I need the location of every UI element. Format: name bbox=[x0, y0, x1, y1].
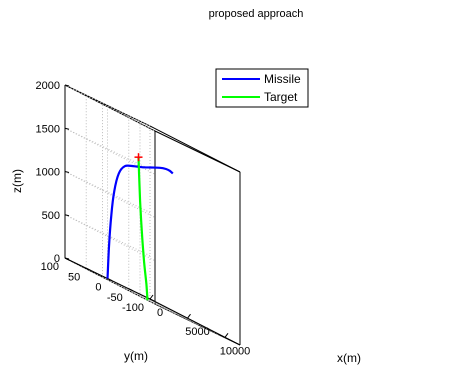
z-tick-mark bbox=[64, 214, 70, 217]
y-tick-label: 0 bbox=[95, 282, 101, 294]
x-tick-label: 5000 bbox=[185, 326, 209, 338]
z-axis-label: z(m) bbox=[10, 169, 24, 193]
z-tick-mark bbox=[64, 171, 70, 173]
legend-missile-label: Missile bbox=[264, 72, 301, 86]
z-tick-mark bbox=[64, 257, 70, 260]
grid-floor-y bbox=[86, 267, 177, 315]
target-trajectory bbox=[137, 157, 149, 301]
grid-backwall-z bbox=[64, 84, 156, 132]
y-tick-label: -100 bbox=[122, 302, 144, 314]
grid-floor-y bbox=[128, 288, 219, 336]
y-tick-mark bbox=[107, 278, 112, 281]
legend-box bbox=[215, 68, 309, 108]
x-axis-label: x(m) bbox=[337, 351, 361, 365]
grid-floor-y bbox=[107, 278, 198, 325]
y-tick-label: 50 bbox=[68, 271, 80, 283]
grid-backwall-z bbox=[64, 257, 156, 305]
grid-leftwall-z bbox=[64, 214, 151, 257]
x-tick-mark bbox=[187, 313, 191, 319]
y-tick-label: -50 bbox=[107, 292, 123, 304]
grid-leftwall-z bbox=[64, 127, 151, 170]
x-tick-mark bbox=[224, 333, 229, 338]
grid-backwall-z bbox=[64, 214, 156, 262]
plot-box bbox=[64, 84, 241, 346]
y-tick-mark bbox=[86, 267, 91, 271]
z-tick-label: 2000 bbox=[36, 80, 60, 92]
z-tick-label: 500 bbox=[42, 210, 60, 222]
axes bbox=[64, 84, 241, 346]
x-tick-mark bbox=[149, 294, 154, 300]
x-tick-label: 0 bbox=[157, 307, 163, 319]
chart-title: proposed approach bbox=[209, 8, 304, 20]
z-tick-label: 1500 bbox=[36, 123, 60, 135]
y-tick-mark bbox=[149, 298, 155, 302]
top-front-edge bbox=[149, 125, 241, 173]
grid-leftwall-z bbox=[64, 171, 151, 213]
legend: Missile Target bbox=[215, 68, 309, 108]
grid-lines bbox=[64, 84, 241, 346]
z-tick-mark bbox=[64, 127, 70, 130]
z-tick-mark bbox=[64, 84, 70, 87]
series-lines bbox=[106, 153, 174, 301]
legend-target-label: Target bbox=[264, 90, 298, 104]
z-tick-label: 0 bbox=[54, 253, 60, 265]
y-axis-label: y(m) bbox=[124, 349, 148, 363]
grid-leftwall-z bbox=[64, 84, 151, 127]
y-tick-label: 100 bbox=[41, 261, 59, 273]
z-tick-label: 1000 bbox=[36, 167, 60, 179]
x-tick-label: 10000 bbox=[220, 345, 251, 357]
missile-trajectory bbox=[106, 164, 174, 279]
y-tick-mark bbox=[128, 288, 133, 292]
